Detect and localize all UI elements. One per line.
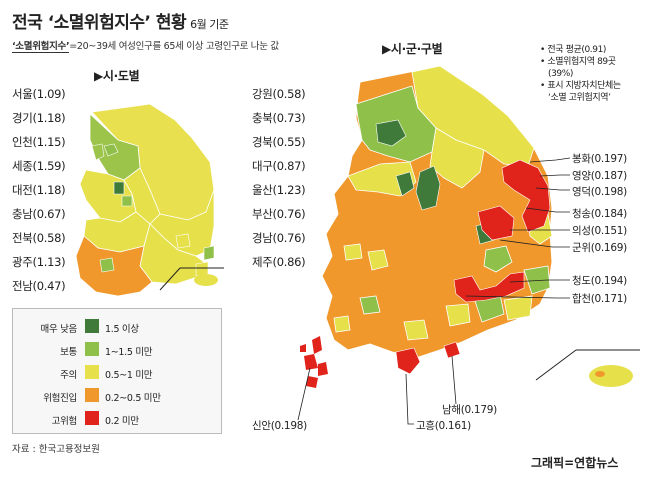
callout-hapcheon: 합천(0.171)	[572, 293, 627, 305]
subtitle-keyword: ‘소멸위험지수’	[12, 41, 70, 53]
province-label-chungbuk: 충북(0.73)	[252, 111, 306, 125]
gunsan-area	[343, 243, 363, 261]
busan-area	[503, 295, 533, 321]
province-label-gyeongbuk: 경북(0.55)	[252, 135, 306, 149]
capital-core	[375, 119, 407, 147]
sinan-islands-risk	[300, 336, 328, 388]
source-note: 자료 : 한국고용정보원	[12, 444, 100, 455]
legend-name: 보통	[60, 347, 77, 358]
province-daejeon	[121, 195, 133, 207]
callout-cheongdo: 청도(0.194)	[572, 275, 627, 287]
province-label-seoul: 서울(1.09)	[12, 87, 66, 101]
province-label-gwangju: 광주(1.13)	[12, 255, 66, 269]
page-title: 전국 ‘소멸위험지수’ 현황 6월 기준	[12, 8, 229, 33]
province-incheon	[91, 143, 105, 161]
legend-swatch	[85, 365, 99, 379]
callout-sinan: 신안(0.198)	[252, 420, 307, 432]
mokpo-area	[333, 315, 351, 333]
province-label-daegu: 대구(0.87)	[252, 159, 306, 173]
graphic-credit: 그래픽=연합뉴스	[531, 456, 619, 470]
info-risk-percent: (39%)	[548, 69, 574, 79]
daegu-area	[483, 245, 513, 273]
info-high-risk-term: ‘소멸 고위험지역’	[548, 93, 611, 103]
legend-range: 0.2 미만	[105, 416, 139, 427]
goheung-risk	[395, 347, 421, 375]
cheongju-area	[415, 165, 441, 211]
province-busan	[195, 261, 209, 277]
title-text: 전국 ‘소멸위험지수’ 현황	[12, 13, 187, 33]
title-date: 6월 기준	[190, 18, 229, 31]
sejong-area	[395, 171, 415, 197]
province-label-jeonbuk: 전북(0.58)	[12, 231, 66, 245]
namhae-risk	[443, 341, 461, 359]
callout-goheung: 고흥(0.161)	[416, 420, 471, 432]
callout-namhae: 남해(0.179)	[442, 404, 497, 416]
callout-yeongdeok: 영덕(0.198)	[572, 186, 627, 198]
province-map	[75, 103, 224, 297]
ulsan-area	[523, 265, 551, 295]
province-label-chungnam: 충남(0.67)	[12, 207, 66, 221]
callout-leaders	[297, 157, 571, 425]
gwangju-area	[359, 295, 381, 315]
province-label-daejeon: 대전(1.18)	[12, 183, 66, 197]
legend-range: 1.5 이상	[105, 324, 139, 335]
info-national-average: • 전국 평균(0.91)	[540, 45, 607, 55]
province-gwangju	[99, 257, 115, 273]
suncheon-area	[403, 319, 429, 341]
province-jeju	[194, 274, 218, 286]
legend-name: 주의	[60, 370, 77, 381]
province-label-jeonnam: 전남(0.47)	[12, 279, 66, 293]
province-seoul	[103, 143, 119, 157]
gyeongbuk-east-risk	[501, 159, 551, 233]
legend-range: 0.5~1 미만	[105, 370, 153, 381]
callout-yeongyang: 영양(0.187)	[572, 170, 627, 182]
info-box: • 전국 평균(0.91) • 소멸위험지역 89곳 (39%) • 표시 지방…	[540, 44, 621, 104]
province-label-jeju: 제주(0.86)	[252, 255, 306, 269]
jinju-area	[445, 303, 471, 327]
province-label-gyeonggi: 경기(1.18)	[12, 111, 66, 125]
legend-name: 매우 낮음	[40, 324, 78, 335]
province-label-incheon: 인천(1.15)	[12, 135, 66, 149]
legend-swatch	[85, 388, 99, 402]
callout-gunwi: 군위(0.169)	[572, 242, 627, 254]
legend-name: 고위험	[51, 416, 78, 427]
info-marked-note: • 표시 지방자치단체는	[540, 81, 621, 91]
province-label-gyeongnam: 경남(0.76)	[252, 231, 306, 245]
legend-range: 1~1.5 미만	[105, 347, 153, 358]
province-label-gangwon: 강원(0.58)	[252, 87, 306, 101]
jeonju-area	[367, 249, 389, 271]
province-label-busan: 부산(0.76)	[252, 207, 306, 221]
district-map	[297, 65, 640, 425]
uiseong-gunwi-risk	[477, 205, 515, 241]
province-ulsan	[203, 245, 215, 261]
province-label-sejong: 세종(1.59)	[12, 159, 66, 173]
province-daegu	[175, 233, 191, 249]
jeju-island	[589, 365, 633, 387]
subtitle: ‘소멸위험지수’=20~39세 여성인구를 65세 이상 고령인구로 나눈 값	[12, 38, 279, 53]
legend-range: 0.2~0.5 미만	[105, 393, 161, 404]
legend-name: 위험진입	[43, 393, 77, 404]
province-jeonnam	[75, 235, 153, 297]
callout-bonghwa: 봉화(0.197)	[572, 153, 627, 165]
legend-swatch	[85, 319, 99, 333]
callout-uiseong: 의성(0.151)	[572, 225, 627, 237]
info-risk-count: • 소멸위험지역 89곳	[540, 57, 616, 67]
cheongdo-hapcheon-risk	[453, 271, 525, 303]
subtitle-definition: =20~39세 여성인구를 65세 이상 고령인구로 나눈 값	[69, 41, 279, 52]
chungbuk-area	[429, 127, 485, 189]
callout-cheongsong: 청송(0.184)	[572, 208, 627, 220]
section-district-heading: ▶시·군·구별	[382, 42, 443, 56]
section-province-heading: ▶시·도별	[94, 69, 140, 83]
legend-swatch	[85, 411, 99, 425]
province-label-ulsan: 울산(1.23)	[252, 183, 306, 197]
province-sejong	[113, 181, 125, 195]
legend-swatch	[85, 342, 99, 356]
legend: 매우 낮음 1.5 이상 보통 1~1.5 미만 주의 0.5~1 미만 위험진…	[12, 308, 222, 434]
